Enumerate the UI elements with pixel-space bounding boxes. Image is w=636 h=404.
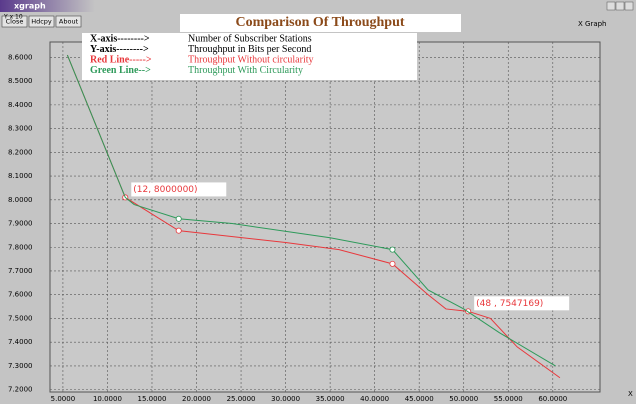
window-title: xgraph [14, 2, 46, 11]
y-tick-label: 8.6000 [8, 53, 33, 61]
window-controls [606, 1, 634, 11]
x-tick-label: 25.0000 [227, 395, 256, 403]
series-line [66, 54, 561, 379]
y-tick-label: 8.3000 [8, 125, 33, 133]
point-marker [389, 260, 396, 267]
button-label[interactable]: Close [6, 18, 24, 26]
title-tab [0, 0, 95, 12]
y-tick-label: 7.7000 [8, 267, 33, 275]
x-tick-label: 45.0000 [405, 395, 434, 403]
legend-text: Number of Subscriber Stations [188, 33, 312, 44]
maximize[interactable] [615, 1, 625, 11]
button[interactable] [55, 15, 82, 28]
legend-key: Y-axis--------> [90, 44, 149, 55]
x-tick-label: 60.0000 [538, 395, 567, 403]
y-tick-label: 8.2000 [8, 148, 33, 156]
legend-key: Green Line--> [90, 65, 151, 76]
point-marker [175, 215, 182, 222]
title-bar [0, 0, 636, 12]
annotation: (12, 8000000) [133, 185, 197, 195]
annotation-box [474, 296, 570, 311]
y-tick-label: 7.6000 [8, 291, 33, 299]
x-tick-label: 5.0000 [51, 395, 76, 403]
x-tick-label: 40.0000 [360, 395, 389, 403]
x-axis-label: X [628, 390, 633, 398]
button-label[interactable]: Hdcpy [31, 18, 52, 26]
y-tick-label: 7.9000 [8, 220, 33, 228]
button[interactable] [1, 15, 28, 28]
annotation-box [131, 182, 227, 197]
legend-text: Throughput With Circularity [188, 65, 303, 76]
x-tick-label: 50.0000 [449, 395, 478, 403]
series-line [66, 54, 556, 367]
plot-area [49, 41, 601, 393]
legend-key: X-axis--------> [90, 33, 150, 44]
y-tick-label: 8.4000 [8, 101, 33, 109]
button-label[interactable]: About [59, 18, 79, 26]
x-tick-label: 10.0000 [93, 395, 122, 403]
x-tick-label: 55.0000 [494, 395, 523, 403]
chart-title: Comparison Of Throughput [235, 15, 404, 30]
point-marker [389, 246, 396, 253]
button[interactable] [28, 15, 55, 28]
window-label: X Graph [578, 20, 607, 28]
y-tick-label: 7.8000 [8, 243, 33, 251]
legend-text: Throughput in Bits per Second [188, 44, 311, 55]
y-tick-label: 8.0000 [8, 196, 33, 204]
x-tick-label: 15.0000 [138, 395, 167, 403]
legend-key: Red Line-----> [90, 54, 152, 65]
annotation: (48 , 7547169) [476, 299, 543, 309]
close[interactable] [624, 1, 634, 11]
title-box [180, 14, 461, 32]
legend-box [82, 33, 417, 80]
y-tick-label: 8.5000 [8, 77, 33, 85]
y-tick-label: 7.3000 [8, 362, 33, 370]
x-tick-label: 35.0000 [316, 395, 345, 403]
point-marker [175, 227, 182, 234]
x-tick-label: 30.0000 [271, 395, 300, 403]
x-tick-label: 20.0000 [182, 395, 211, 403]
minimize[interactable] [606, 1, 616, 11]
legend-text: Throughput Without circularity [188, 54, 314, 65]
y-tick-label: 7.2000 [8, 386, 33, 394]
y-tick-label: 7.4000 [8, 338, 33, 346]
y-tick-label: 7.5000 [8, 314, 33, 322]
y-unit-label: Y x 10 [3, 14, 23, 21]
y-tick-label: 8.1000 [8, 172, 33, 180]
